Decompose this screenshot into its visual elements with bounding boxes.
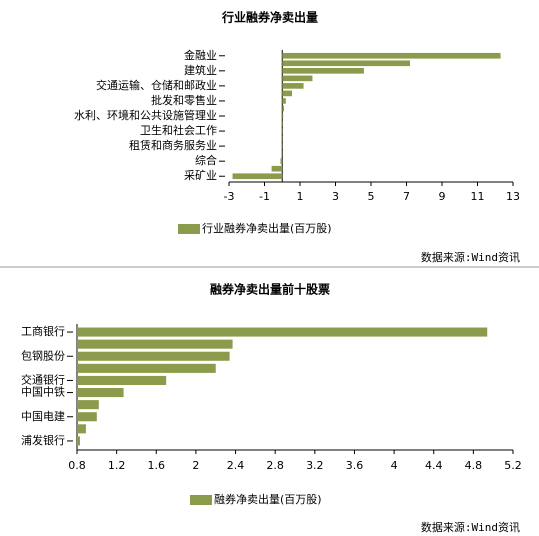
x-tick-label: 4.8 <box>465 459 483 472</box>
chart-title: 行业融券净卖出量 <box>221 10 318 25</box>
legend-label: 融券净卖出量(百万股) <box>214 492 322 506</box>
x-tick-label: 3.6 <box>346 459 364 472</box>
x-tick-label: 13 <box>506 190 520 203</box>
x-tick-label: 2.4 <box>227 459 245 472</box>
bar <box>77 424 86 434</box>
bar <box>282 120 283 127</box>
bar <box>282 128 283 134</box>
bar <box>77 327 488 337</box>
bar <box>77 363 216 373</box>
x-tick-label: 9 <box>439 190 446 203</box>
bar <box>232 173 283 180</box>
x-tick-label: 7 <box>403 190 410 203</box>
x-tick-label: 1.2 <box>108 459 126 472</box>
bar <box>282 83 304 89</box>
y-tick-label: 金融业 <box>184 48 217 62</box>
source: 数据来源:Wind资讯 <box>421 520 520 534</box>
bar <box>282 52 501 59</box>
bar <box>282 75 313 82</box>
y-tick-label: 浦发银行 <box>21 433 65 447</box>
bar <box>77 412 97 422</box>
x-tick-label: 5.2 <box>504 459 522 472</box>
chart-title: 融券净卖出量前十股票 <box>210 282 330 297</box>
y-tick-label: 包钢股份 <box>21 349 65 362</box>
x-tick-label: 5 <box>368 190 375 203</box>
x-tick-label: 2.8 <box>266 459 284 472</box>
x-tick-label: -3 <box>224 190 235 203</box>
x-tick-label: 1.6 <box>148 459 166 472</box>
x-tick-label: 11 <box>471 190 485 203</box>
y-tick-label: 采矿业 <box>184 169 217 182</box>
y-tick-label: 交通银行 <box>21 372 65 386</box>
x-tick-label: 4 <box>391 459 398 472</box>
y-tick-label: 工商银行 <box>21 324 65 338</box>
y-tick-label: 中国中铁 <box>21 386 65 399</box>
y-tick-label: 租赁和商务服务业 <box>129 138 217 152</box>
y-tick-label: 综合 <box>195 153 217 167</box>
legend-swatch <box>178 224 200 234</box>
bar <box>282 68 364 74</box>
bar <box>282 113 284 119</box>
x-tick-label: 2 <box>192 459 199 472</box>
y-tick-label: 卫生和社会工作 <box>140 123 217 137</box>
x-tick-label: -1 <box>259 190 270 203</box>
bar <box>282 60 411 67</box>
bar <box>282 98 286 104</box>
bar <box>77 339 233 349</box>
y-tick-label: 批发和零售业 <box>151 93 217 107</box>
bar <box>77 375 167 385</box>
y-tick-label: 中国电建 <box>21 409 65 423</box>
bar <box>77 400 99 410</box>
x-tick-label: 3 <box>332 190 339 203</box>
bar <box>271 165 283 172</box>
bar <box>77 436 80 446</box>
x-tick-label: 3.2 <box>306 459 324 472</box>
y-tick-label: 水利、环境和公共设施管理业 <box>74 108 217 122</box>
y-tick-label: 交通运输、仓储和邮政业 <box>96 78 217 92</box>
bar <box>282 90 293 97</box>
x-tick-label: 1 <box>297 190 304 203</box>
x-tick-label: 0.8 <box>68 459 86 472</box>
x-tick-label: 4.4 <box>425 459 443 472</box>
y-tick-label: 建筑业 <box>184 63 217 77</box>
bar <box>280 158 283 164</box>
bar <box>77 388 124 398</box>
legend-label: 行业融券净卖出量(百万股) <box>202 221 332 235</box>
bar <box>282 105 285 112</box>
bar <box>77 351 230 361</box>
source: 数据来源:Wind资讯 <box>421 250 520 264</box>
legend-swatch <box>190 495 212 505</box>
